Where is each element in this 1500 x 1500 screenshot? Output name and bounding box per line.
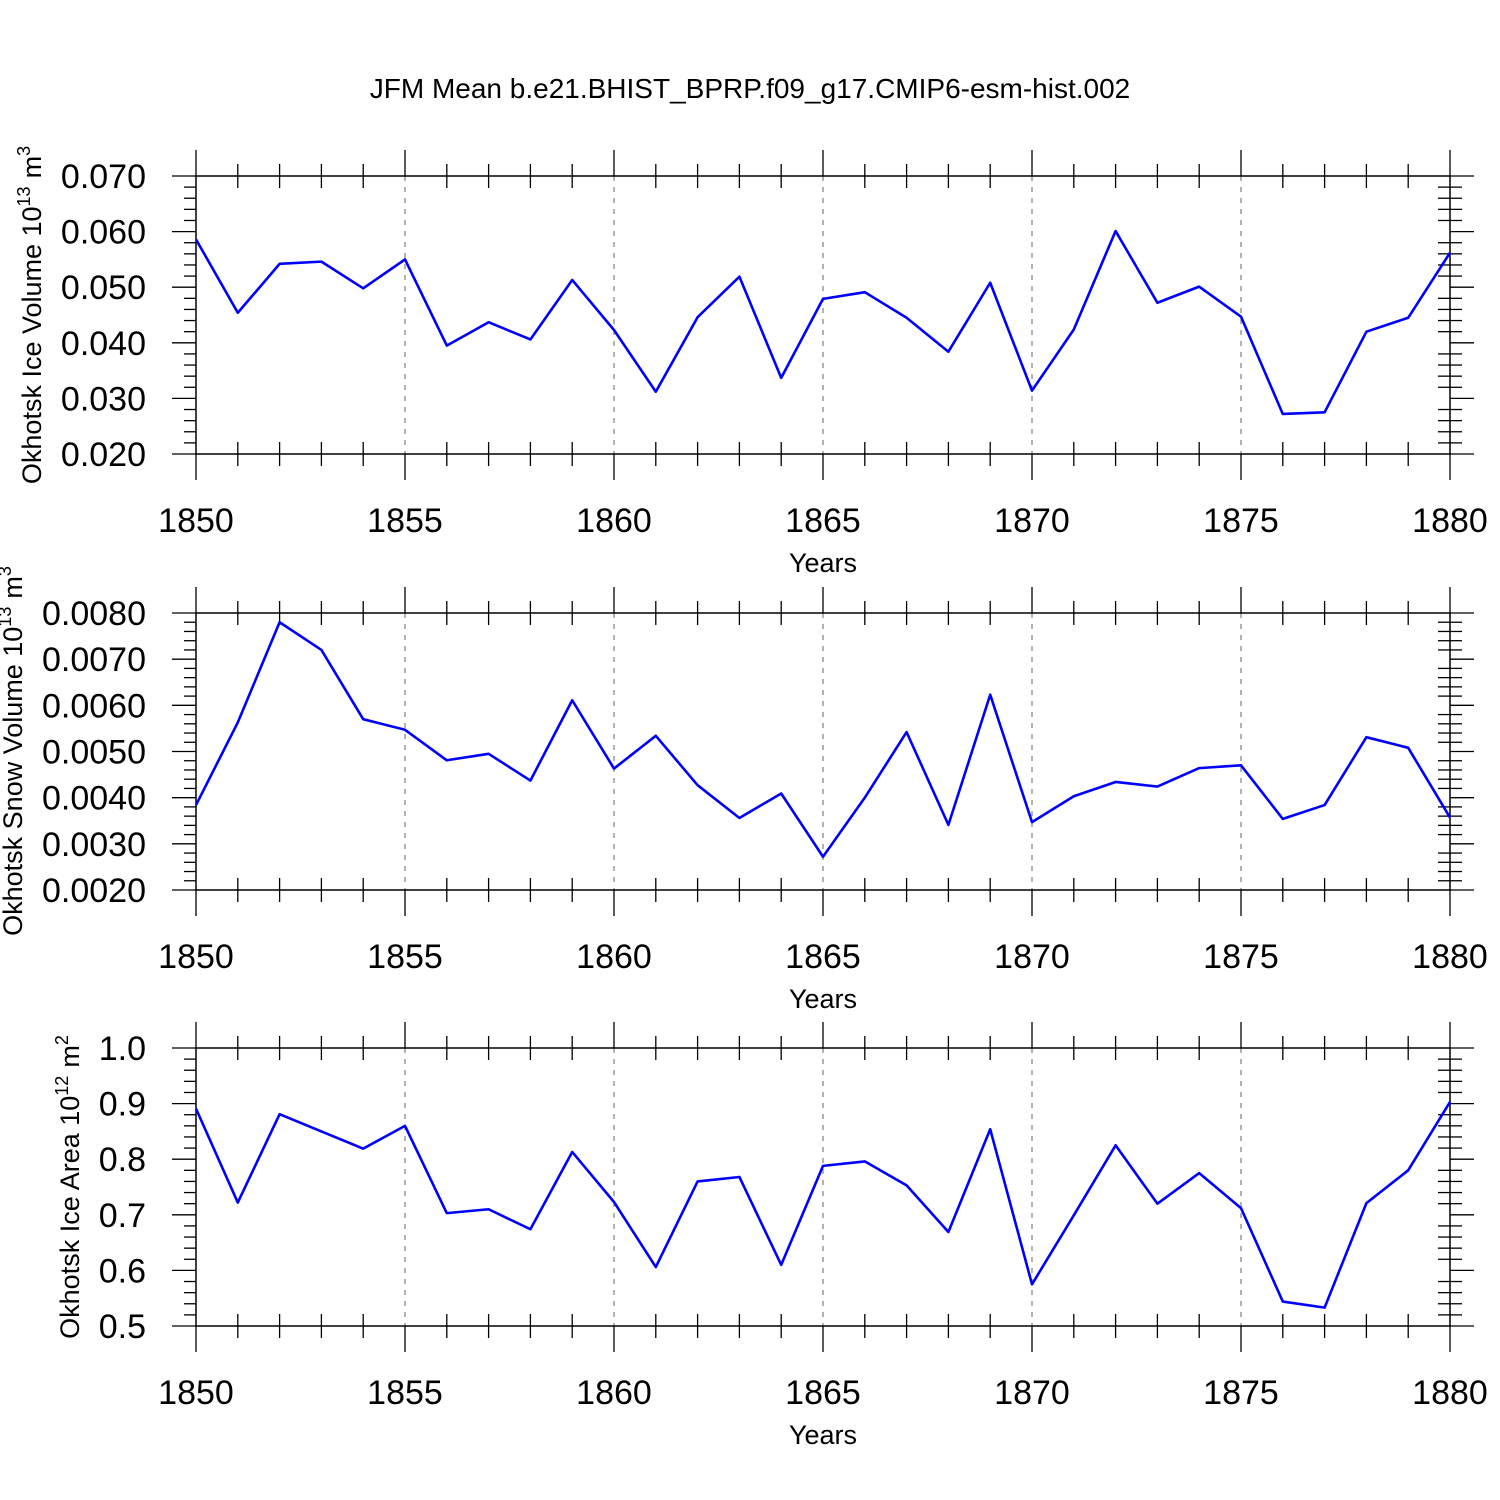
x-tick-label: 1860 [576, 1374, 652, 1412]
x-tick-label: 1875 [1203, 502, 1279, 540]
y-tick-label: 0.9 [99, 1086, 146, 1124]
x-axis-title: Years [789, 548, 857, 578]
panel-ice-volume: 1850 1855 1860 1865 1870 1875 1880 0.020 0.030 0… [14, 146, 1488, 578]
y-tick-label: 0.0050 [42, 734, 146, 772]
x-axis-title: Years [789, 1420, 857, 1450]
x-tick-label: 1860 [576, 938, 652, 976]
y-tick-label: 0.6 [99, 1252, 146, 1290]
x-tick-label: 1880 [1412, 502, 1488, 540]
x-tick-label: 1880 [1412, 1374, 1488, 1412]
y-axis-title: Okhotsk Ice Area 1012m2 [52, 1035, 85, 1339]
series-line-ice-volume [194, 229, 1452, 416]
y-axis-title: Okhotsk Ice Volume 1013m3 [14, 146, 47, 484]
x-tick-label: 1855 [367, 938, 443, 976]
panel-ice-area: 1850 1855 1860 1865 1870 1875 1880 0.5 0.6 0.7 0.… [52, 1022, 1488, 1450]
chart-title: JFM Mean b.e21.BHIST_BPRP.f09_g17.CMIP6-… [370, 73, 1131, 104]
x-tick-label: 1855 [367, 1374, 443, 1412]
y-tick-label: 0.020 [61, 436, 146, 474]
x-tick-label: 1860 [576, 502, 652, 540]
x-tick-label: 1875 [1203, 938, 1279, 976]
y-tick-label: 0.0030 [42, 826, 146, 864]
x-tick-label: 1870 [994, 502, 1070, 540]
y-tick-label: 0.050 [61, 269, 146, 307]
x-tick-label: 1880 [1412, 938, 1488, 976]
y-tick-label: 0.040 [61, 325, 146, 363]
series-line-snow-volume [194, 620, 1452, 859]
y-tick-label: 0.030 [61, 380, 146, 418]
x-tick-label: 1865 [785, 502, 861, 540]
y-tick-label: 0.060 [61, 214, 146, 252]
x-axis-title: Years [789, 984, 857, 1014]
x-tick-label: 1870 [994, 1374, 1070, 1412]
x-tick-label: 1865 [785, 1374, 861, 1412]
plot-frame [195, 1047, 1451, 1327]
y-tick-label: 0.0020 [42, 872, 146, 910]
y-tick-label: 0.070 [61, 158, 146, 196]
x-tick-label: 1855 [367, 502, 443, 540]
series-line-ice-area [194, 1101, 1452, 1309]
y-tick-label: 0.8 [99, 1141, 146, 1179]
y-tick-label: 0.0080 [42, 595, 146, 633]
y-tick-label: 0.7 [99, 1197, 146, 1235]
x-tick-label: 1850 [158, 502, 234, 540]
x-tick-label: 1875 [1203, 1374, 1279, 1412]
y-tick-label: 0.5 [99, 1308, 146, 1346]
plot-frame [195, 175, 1451, 455]
y-tick-label: 0.0040 [42, 780, 146, 818]
y-tick-label: 0.0060 [42, 687, 146, 725]
x-tick-label: 1850 [158, 1374, 234, 1412]
x-tick-label: 1870 [994, 938, 1070, 976]
y-axis-title: Okhotsk Snow Volume 1013m3 [0, 566, 28, 936]
y-tick-label: 1.0 [99, 1030, 146, 1068]
panel-snow-volume: 1850 1855 1860 1865 1870 1875 1880 0.0020 0.003… [0, 566, 1488, 1014]
x-tick-label: 1850 [158, 938, 234, 976]
y-tick-label: 0.0070 [42, 641, 146, 679]
x-tick-label: 1865 [785, 938, 861, 976]
